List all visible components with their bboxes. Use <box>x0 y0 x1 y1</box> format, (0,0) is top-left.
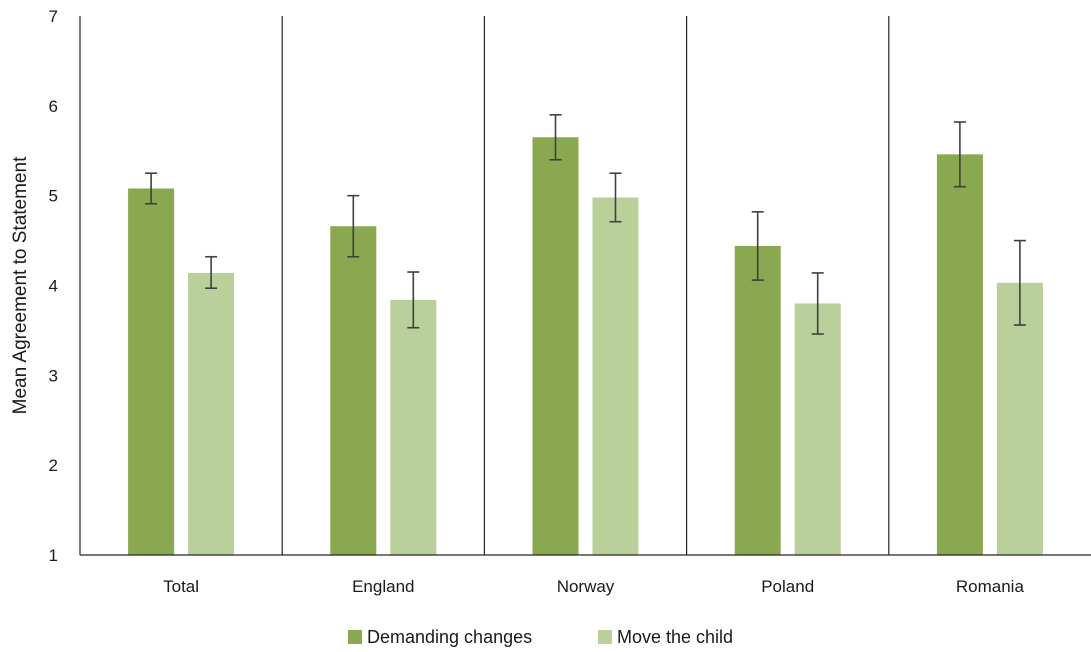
legend-label: Move the child <box>617 627 733 647</box>
bar-demanding-changes-romania <box>936 154 983 556</box>
x-tick-label: Poland <box>761 577 814 596</box>
bar-move-the-child-poland <box>794 303 841 555</box>
legend-item: Demanding changes <box>348 627 532 647</box>
bar-move-the-child-total <box>188 272 235 555</box>
y-tick-label: 3 <box>49 366 58 385</box>
error-bar <box>145 172 158 205</box>
bar-move-the-child-romania <box>996 282 1043 555</box>
error-bar <box>407 271 420 329</box>
y-tick-label: 4 <box>49 277 58 296</box>
x-axis-labels: Total England Norway Poland Romania <box>163 577 1024 596</box>
x-tick-label: Total <box>163 577 199 596</box>
bar-move-the-child-england <box>390 299 437 555</box>
bar-demanding-changes-total <box>128 188 175 556</box>
error-bar <box>811 272 824 335</box>
legend-label: Demanding changes <box>367 627 532 647</box>
legend-swatch <box>598 630 612 644</box>
bars <box>128 137 1043 556</box>
y-tick-label: 7 <box>49 7 58 26</box>
error-bar <box>1013 239 1026 326</box>
y-tick-label: 5 <box>49 187 58 206</box>
axes <box>79 16 1091 556</box>
y-axis-ticks: 1 2 3 4 5 6 7 <box>49 7 58 565</box>
y-tick-label: 6 <box>49 97 58 116</box>
bar-demanding-changes-norway <box>532 137 579 555</box>
error-bar <box>549 114 562 161</box>
error-bar <box>347 194 360 258</box>
error-bar <box>751 211 764 281</box>
y-tick-label: 2 <box>49 456 58 475</box>
y-tick-label: 1 <box>49 546 58 565</box>
x-tick-label: Norway <box>557 577 615 596</box>
legend: Demanding changes Move the child <box>348 627 733 647</box>
legend-item: Move the child <box>598 627 733 647</box>
error-bars <box>145 114 1026 335</box>
legend-swatch <box>348 630 362 644</box>
bar-demanding-changes-poland <box>734 245 781 555</box>
error-bar <box>953 121 966 188</box>
bar-demanding-changes-england <box>330 226 377 555</box>
y-axis-title: Mean Agreement to Statement <box>10 156 31 414</box>
x-tick-label: England <box>352 577 414 596</box>
error-bar <box>205 255 218 289</box>
bar-move-the-child-norway <box>592 197 639 556</box>
category-separators <box>281 16 890 555</box>
x-tick-label: Romania <box>956 577 1025 596</box>
error-bar <box>609 172 622 223</box>
